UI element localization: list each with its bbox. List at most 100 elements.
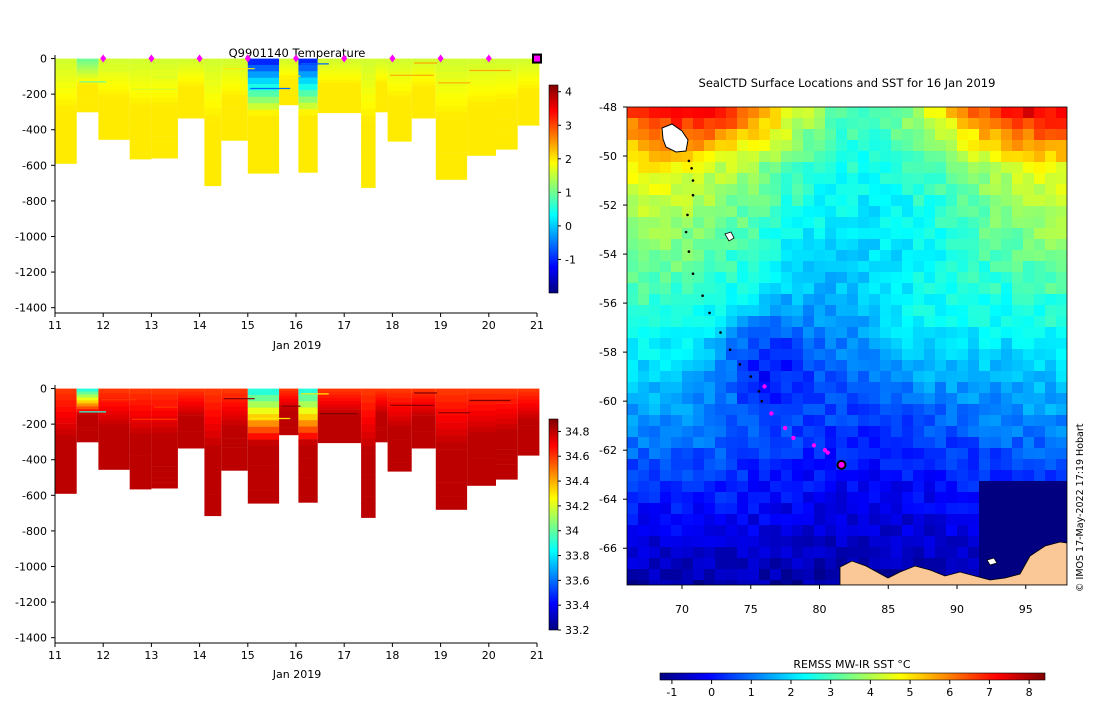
sst-pixel — [979, 459, 991, 471]
profile-cell — [298, 58, 318, 66]
profile-cell — [98, 433, 130, 439]
sst-pixel — [627, 514, 639, 526]
sst-pixel — [748, 107, 760, 119]
sst-pixel — [781, 415, 793, 427]
profile-cell — [467, 69, 496, 75]
sst-pixel — [649, 107, 661, 119]
sst-pixel — [979, 294, 991, 306]
sst-pixel — [891, 305, 903, 317]
sst-pixel — [1001, 536, 1013, 548]
profile-cell — [98, 121, 130, 127]
sst-pixel — [715, 294, 727, 306]
profile-cell — [177, 444, 205, 449]
sst-pixel — [759, 349, 771, 361]
sst-pixel — [759, 415, 771, 427]
surfacing-point — [811, 443, 817, 448]
sst-pixel — [737, 371, 749, 383]
sst-pixel — [979, 228, 991, 240]
profile-cell — [129, 422, 152, 428]
profile-cell — [279, 63, 299, 67]
sst-pixel — [880, 415, 892, 427]
profile-cell — [204, 178, 222, 187]
sst-pixel — [935, 140, 947, 152]
sst-pixel — [693, 239, 705, 251]
profile-cell — [317, 94, 362, 98]
sst-pixel — [693, 360, 705, 372]
x-tick-label: 19 — [434, 319, 448, 332]
sst-pixel — [924, 140, 936, 152]
sst-pixel — [1023, 525, 1035, 537]
profile-cell — [129, 472, 152, 479]
profile-cell — [55, 435, 77, 442]
y-tick-label: -1200 — [15, 596, 47, 609]
sst-pixel — [1023, 371, 1035, 383]
sst-pixel — [737, 195, 749, 207]
sst-pixel — [847, 492, 859, 504]
sst-pixel — [979, 514, 991, 526]
sst-pixel — [792, 448, 804, 460]
sst-pixel — [792, 140, 804, 152]
sst-pixel — [726, 151, 738, 163]
profile-cell — [55, 464, 77, 471]
profile-cell — [151, 388, 178, 395]
sst-pixel — [825, 239, 837, 251]
sst-pixel — [737, 162, 749, 174]
profile-cell — [467, 410, 496, 416]
sst-pixel — [638, 580, 650, 585]
sst-pixel — [935, 272, 947, 284]
profile-cell — [298, 96, 318, 104]
sst-pixel — [935, 503, 947, 515]
sst-pixel — [968, 261, 980, 273]
profile-cell — [411, 111, 436, 116]
sst-pixel — [858, 294, 870, 306]
profile-cell — [76, 58, 99, 62]
profile-cell — [177, 438, 205, 442]
profile-cell — [317, 403, 362, 407]
sst-pixel — [759, 195, 771, 207]
sst-pixel — [737, 415, 749, 427]
sst-pixel — [924, 503, 936, 515]
x-tick-label: 19 — [434, 649, 448, 662]
sst-pixel — [693, 503, 705, 515]
sst-pixel — [990, 514, 1002, 526]
sst-pixel — [649, 580, 661, 585]
sst-pixel — [759, 261, 771, 273]
sst-pixel — [979, 107, 991, 119]
sst-pixel — [913, 118, 925, 130]
profile-cell — [55, 157, 77, 164]
sst-pixel — [660, 195, 672, 207]
salinity-profile-cells — [55, 388, 540, 518]
profile-cell — [298, 451, 318, 459]
sst-pixel — [880, 228, 892, 240]
profile-cell — [375, 64, 388, 68]
profile-cell — [517, 95, 540, 100]
sst-pixel — [1034, 261, 1046, 273]
sst-pixel — [869, 195, 881, 207]
sst-pixel — [792, 151, 804, 163]
sst-pixel — [715, 228, 727, 240]
sst-pixel — [1045, 228, 1057, 240]
sst-pixel — [880, 558, 892, 570]
sst-pixel — [792, 184, 804, 196]
sst-pixel — [682, 338, 694, 350]
sst-pixel — [1045, 393, 1057, 405]
sst-pixel — [693, 459, 705, 471]
sst-pixel — [682, 140, 694, 152]
sst-pixel — [1023, 118, 1035, 130]
profile-cell — [247, 471, 280, 479]
sst-pixel — [671, 261, 683, 273]
sst-pixel — [682, 305, 694, 317]
sst-pixel — [704, 569, 716, 581]
profile-cell — [435, 415, 468, 423]
profile-cell — [279, 102, 299, 106]
sst-pixel — [770, 173, 782, 185]
salinity-axes: 11 12 13 14 15 16 17 18 19 20 210-200-400-600-800-… — [15, 383, 544, 662]
sst-pixel — [803, 173, 815, 185]
sst-pixel — [902, 338, 914, 350]
profile-cell — [517, 121, 540, 126]
profile-cell — [517, 425, 540, 430]
sst-pixel — [682, 426, 694, 438]
sst-pixel — [902, 437, 914, 449]
sst-pixel — [627, 294, 639, 306]
sst-pixel — [671, 393, 683, 405]
